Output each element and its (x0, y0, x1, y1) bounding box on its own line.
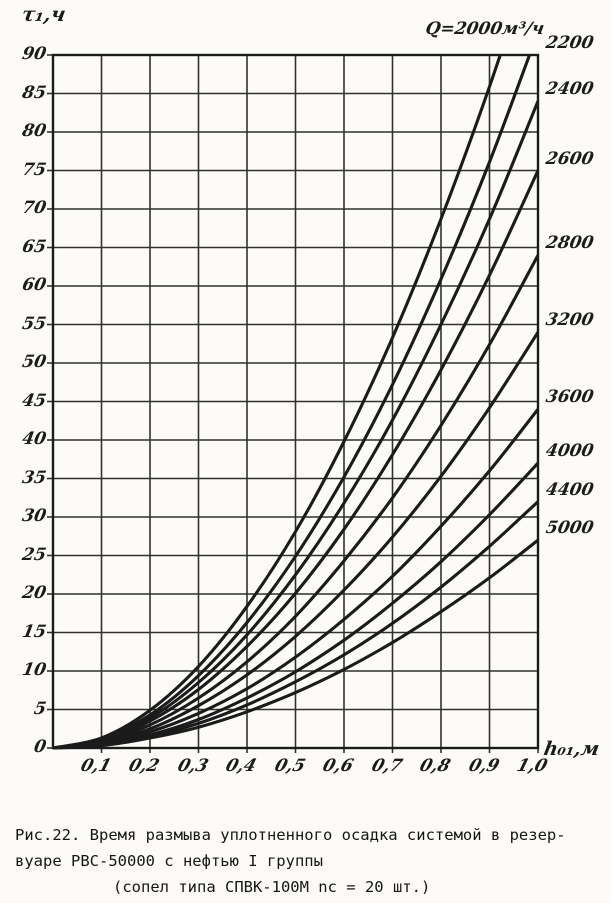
y-tick-label-85: 85 (20, 82, 48, 103)
y-tick-label-60: 60 (20, 275, 48, 295)
curve-label-3200: 3200 (544, 310, 596, 331)
curve-q3200 (53, 330, 538, 750)
x-tick-label-0,6: 0,6 (320, 756, 356, 776)
curve-label-2800: 2800 (544, 233, 596, 254)
x-tick-label-0,9: 0,9 (465, 756, 502, 776)
y-tick-label-15: 15 (20, 621, 48, 642)
curve-label-4400: 4400 (544, 479, 596, 500)
caption-line-1: Рис.22. Время размыва уплотненного осадк… (15, 826, 566, 844)
y-tick-label-50: 50 (20, 352, 48, 372)
plot-area (47, 53, 540, 753)
x-tick-label-0,3: 0,3 (174, 756, 211, 776)
curve-q2400 (53, 99, 538, 750)
curve-label-2400: 2400 (544, 79, 596, 100)
caption-line-3: (сопел типа СПВК-100М nс = 20 шт.) (113, 878, 431, 896)
curve-q2000 (53, 55, 502, 750)
curve-label-5000: 5000 (544, 518, 596, 539)
x-tick-label-0,5: 0,5 (271, 756, 308, 776)
x-tick-label-0,2: 0,2 (126, 756, 162, 776)
y-tick-label-30: 30 (20, 506, 48, 526)
curve-label-4000: 4000 (544, 441, 596, 462)
y-tick-label-65: 65 (20, 236, 48, 257)
y-tick-label-90: 90 (20, 44, 48, 64)
y-tick-label-35: 35 (20, 467, 48, 488)
curve-label-3600: 3600 (544, 387, 596, 408)
y-tick-label-70: 70 (20, 198, 48, 218)
y-tick-label-5: 5 (32, 698, 48, 719)
y-tick-label-20: 20 (20, 583, 48, 603)
curve-label-2200: 2200 (544, 33, 596, 53)
y-tick-label-45: 45 (20, 390, 48, 411)
curves (53, 55, 538, 750)
x-axis-title: h₀₁,м (542, 738, 602, 760)
caption-line-2: вуаре РВС-50000 с нефтью I группы (15, 852, 323, 870)
plot-frame (51, 53, 540, 750)
x-tick-label-0,4: 0,4 (223, 756, 259, 776)
x-tick-label-0,1: 0,1 (77, 756, 114, 776)
curve-q5000 (53, 538, 538, 750)
y-tick-label-0: 0 (32, 737, 48, 757)
y-tick-label-40: 40 (20, 429, 48, 449)
y-tick-label-80: 80 (20, 121, 48, 141)
y-tick-label-55: 55 (20, 313, 48, 334)
x-tick-label-0,8: 0,8 (417, 756, 453, 776)
curve-q3600 (53, 407, 538, 750)
curve-q2800 (53, 253, 538, 750)
y-tick-label-25: 25 (20, 544, 48, 565)
curve-label-2600: 2600 (544, 148, 596, 169)
curve-q2600 (53, 168, 538, 750)
y-tick-label-10: 10 (20, 660, 48, 680)
x-tick-label-0,7: 0,7 (368, 756, 405, 776)
y-tick-label-75: 75 (20, 159, 48, 180)
curve-q2200 (53, 55, 532, 750)
figure-caption: Рис.22. Время размыва уплотненного осадк… (15, 822, 605, 900)
